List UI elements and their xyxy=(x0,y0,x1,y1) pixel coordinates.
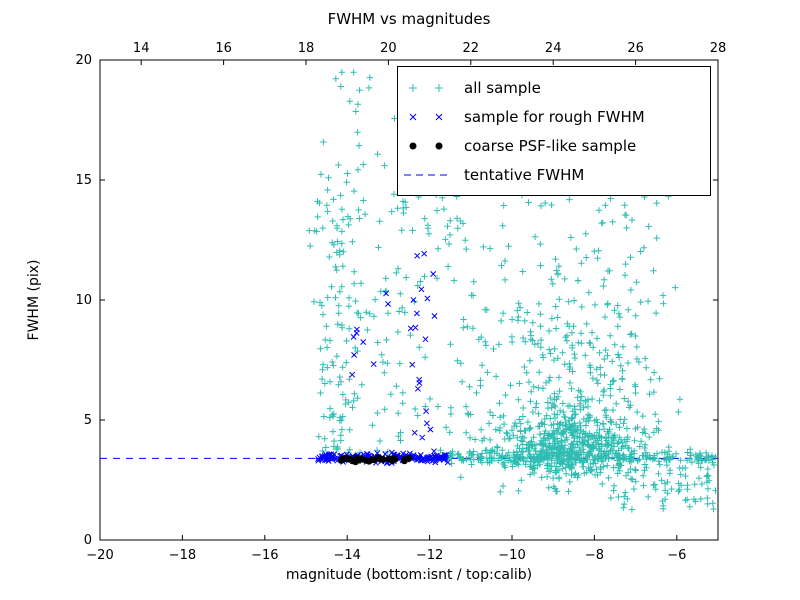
x-tick-label: −6 xyxy=(667,548,686,563)
top-tick-label: 22 xyxy=(463,41,480,56)
legend-marker-dash xyxy=(404,174,452,175)
series-x xyxy=(315,250,451,467)
top-tick-label: 18 xyxy=(298,41,315,56)
y-tick-label: 15 xyxy=(75,173,92,188)
legend-entry: sample for rough FWHM xyxy=(402,103,706,130)
top-tick-label: 20 xyxy=(380,41,397,56)
top-tick-label: 28 xyxy=(710,41,727,56)
legend-label: sample for rough FWHM xyxy=(464,107,645,126)
legend: all sample sample for rough FWHM coarse PS… xyxy=(397,66,711,196)
legend-marker-dot xyxy=(409,142,443,149)
legend-label: tentative FWHM xyxy=(464,165,585,184)
top-tick-label: 24 xyxy=(545,41,562,56)
y-tick-label: 10 xyxy=(75,293,92,308)
legend-entry: all sample xyxy=(402,74,706,101)
x-tick-label: −18 xyxy=(169,548,196,563)
top-tick-label: 16 xyxy=(215,41,232,56)
y-axis-label: FWHM (pix) xyxy=(26,259,42,341)
legend-marker-x xyxy=(409,113,443,120)
x-tick-label: −20 xyxy=(86,548,113,563)
chart-title: FWHM vs magnitudes xyxy=(327,10,491,28)
x-axis-label: magnitude (bottom:isnt / top:calib) xyxy=(285,567,533,583)
y-tick-label: 0 xyxy=(84,533,92,548)
legend-entry: coarse PSF-like sample xyxy=(402,132,706,159)
legend-label: all sample xyxy=(464,78,541,97)
legend-marker-plus xyxy=(409,83,443,92)
top-tick-label: 14 xyxy=(133,41,150,56)
y-tick-label: 20 xyxy=(75,53,92,68)
x-tick-label: −14 xyxy=(333,548,360,563)
x-tick-label: −16 xyxy=(251,548,278,563)
legend-label: coarse PSF-like sample xyxy=(464,136,637,155)
top-tick-label: 26 xyxy=(627,41,644,56)
x-tick-label: −10 xyxy=(498,548,525,563)
legend-entry: tentative FWHM xyxy=(402,161,706,188)
x-tick-label: −12 xyxy=(416,548,443,563)
y-tick-label: 5 xyxy=(84,413,92,428)
series-dot xyxy=(338,454,413,466)
x-tick-label: −8 xyxy=(585,548,604,563)
